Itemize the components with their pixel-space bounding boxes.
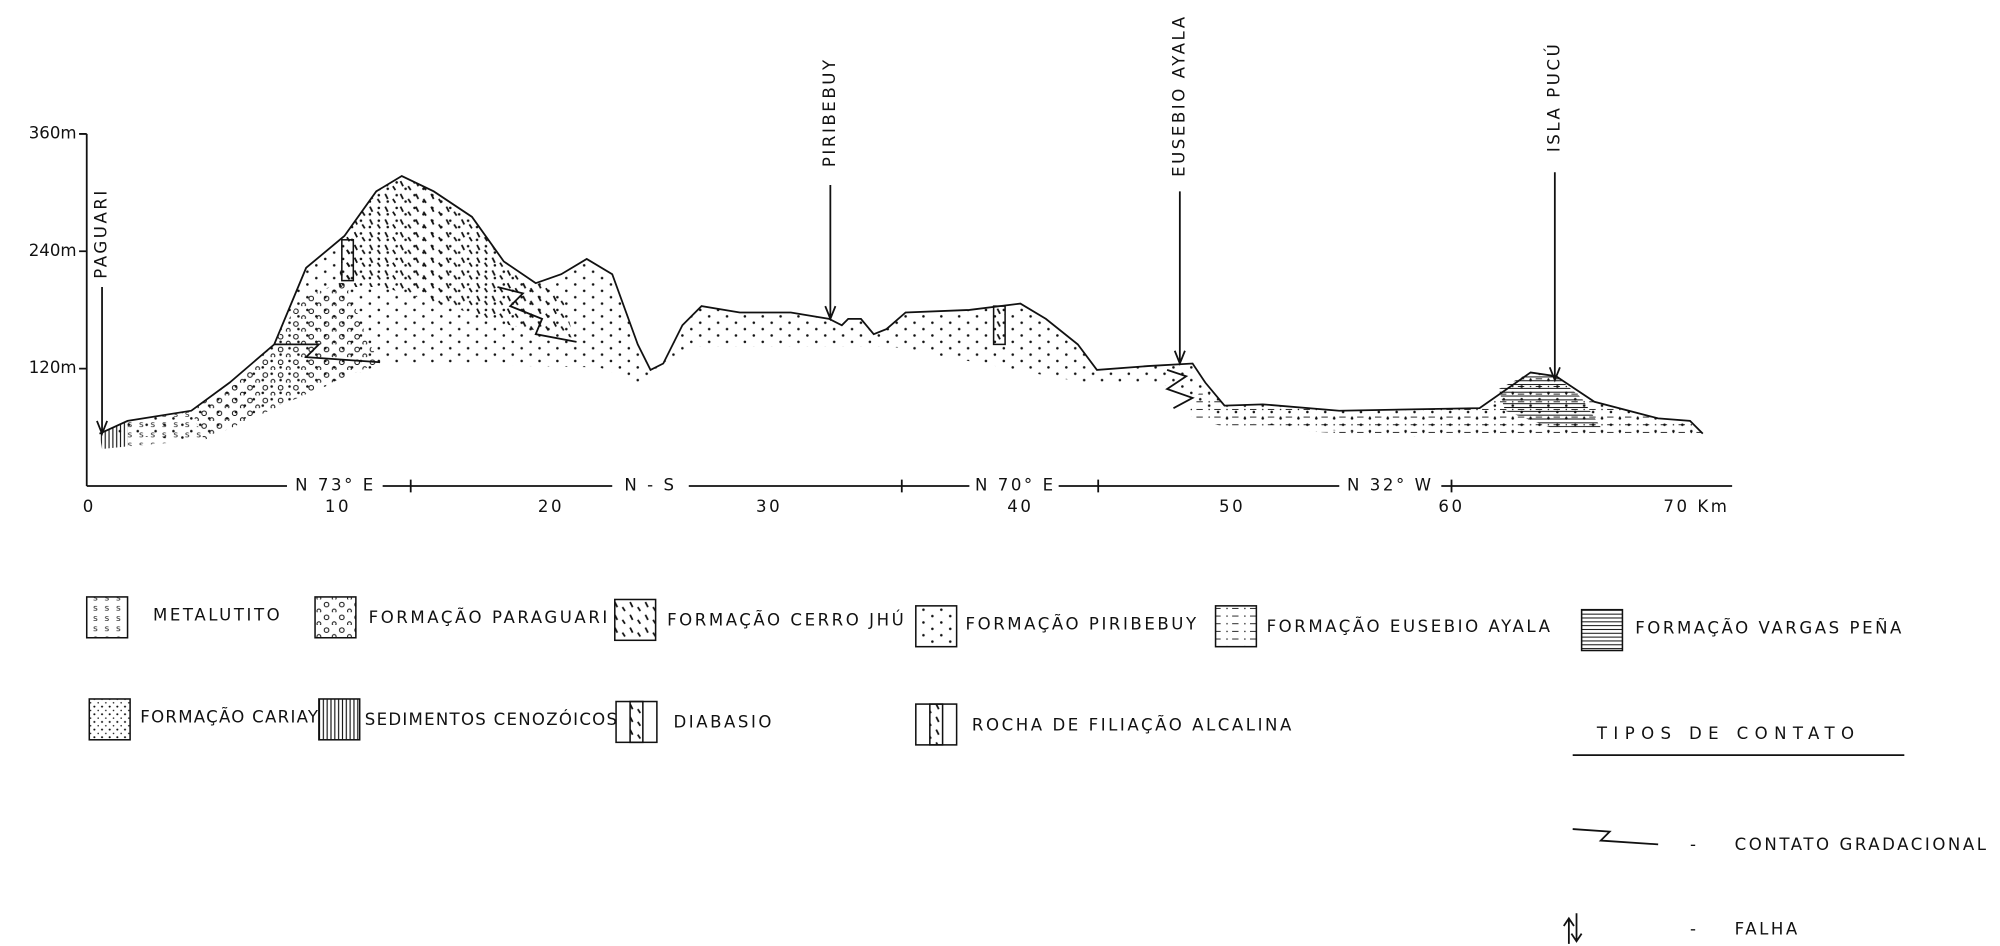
y-axis [79,133,88,486]
contact-label: FALHA [1735,919,1800,938]
x-label: 20 [538,497,564,516]
locality: EUSEBIO AYALA [1169,14,1188,177]
legend-label: FORMAÇÃO CERRO JHÚ [667,611,906,630]
legend-swatch [88,698,131,741]
y-label: 240m [29,241,77,260]
locality: ISLA PUCÚ [1544,42,1563,152]
contact-label: CONTATO GRADACIONAL [1735,835,1989,854]
fault-symbol [1563,913,1583,944]
legend-label: DIABASIO [673,713,774,732]
direction: N - S [624,475,676,494]
sedimentos-cenozoicos [99,420,128,449]
legend-swatch [1214,605,1258,648]
legend-label: SEDIMENTOS CENOZÓICOS [365,710,619,729]
legend-swatch [629,700,644,744]
legend-label: ROCHA DE FILIAÇÃO ALCALINA [972,715,1294,734]
direction: N 32° W [1347,475,1434,494]
gradational-contact [274,286,1195,409]
x-label: 70 Km [1663,497,1729,516]
legend-swatch [915,605,958,648]
dash: - [1690,919,1699,938]
legend-label: FORMAÇÃO PARAGUARI [369,608,610,627]
contacts-title: TIPOS DE CONTATO [1596,724,1861,743]
x-label: 30 [756,497,782,516]
formation-paraguari [191,280,381,441]
legend-swatch [85,596,129,639]
locality-arrow [96,172,1561,437]
drawing: 360m 240m 120m 0 10 20 30 40 50 60 70 Km… [29,14,1989,944]
formation-vargas-pena [1498,372,1601,428]
legend-label: FORMAÇÃO VARGAS PEÑA [1635,618,1904,637]
legend-swatch [318,698,361,741]
formation-cerro-jhu [338,176,574,339]
legend-swatch [1580,608,1624,652]
locality: PAGUARI [92,188,111,279]
x-label: 50 [1219,497,1245,516]
y-label: 120m [29,358,77,377]
x-axis [86,479,1733,493]
x-label: 0 [83,497,96,516]
legend-swatch [314,596,357,639]
gradational-symbol [1572,828,1659,846]
profile-line [99,175,1704,435]
x-label: 60 [1438,497,1464,516]
legend-label: METALUTITO [153,606,282,625]
direction: N 73° E [295,475,376,494]
x-label: 40 [1007,497,1033,516]
legend-swatch [929,703,944,746]
legend-label: FORMAÇÃO PIRIBEBUY [966,614,1199,633]
legend-label: FORMAÇÃO EUSEBIO AYALA [1267,617,1553,636]
dash: - [1690,835,1699,854]
y-label: 360m [29,123,77,142]
alcaline-dike [992,305,1006,346]
metalutito [127,410,205,447]
x-label: 10 [325,497,351,516]
legend-swatch [614,598,657,642]
diabasio-dike [341,239,355,282]
direction: N 70° E [975,475,1056,494]
locality: PIRIBEBUY [820,57,839,167]
legend-label: FORMAÇÃO CARIAY [140,708,319,727]
